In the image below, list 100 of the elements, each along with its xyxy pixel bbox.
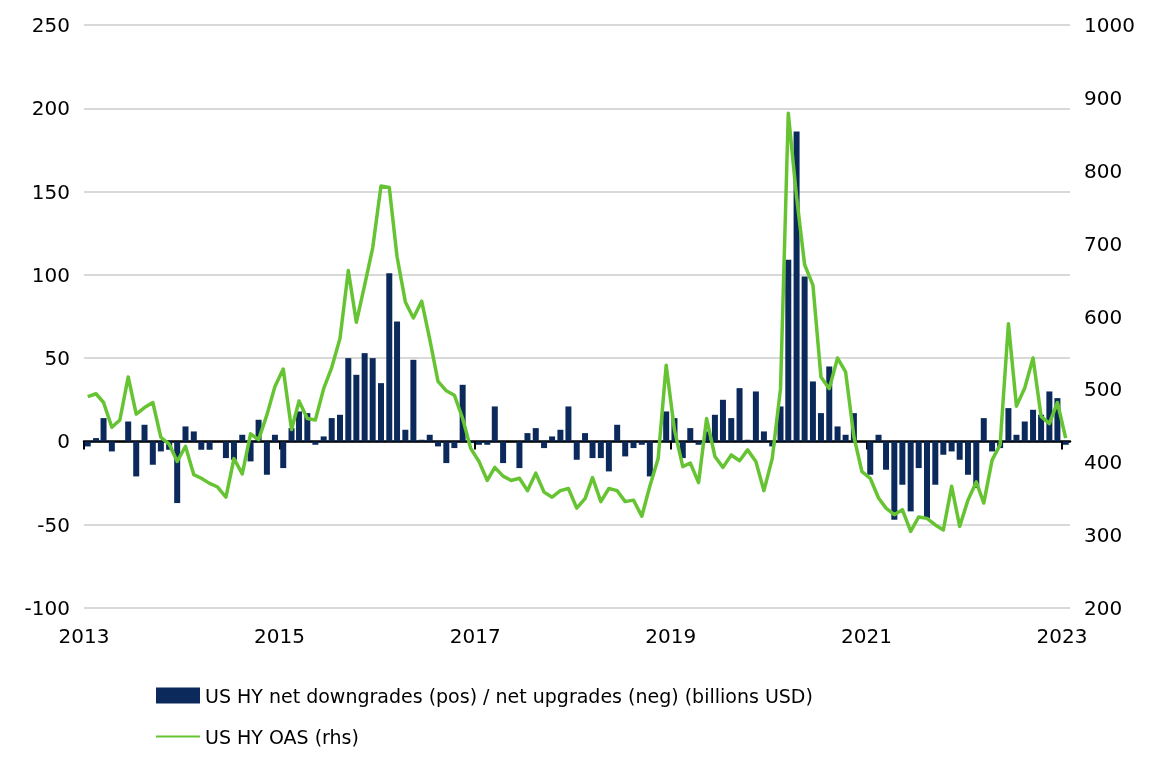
bar: [271, 434, 278, 442]
bar: [345, 358, 352, 442]
bar: [557, 429, 564, 442]
legend-label: US HY OAS (rhs): [205, 725, 359, 748]
bar: [549, 436, 556, 442]
x-tick-label: 2017: [449, 624, 501, 648]
bar: [565, 406, 572, 442]
bar: [328, 418, 335, 442]
bar: [426, 434, 433, 442]
bar: [93, 438, 100, 442]
bar: [899, 441, 906, 485]
bar: [980, 418, 987, 442]
bar: [475, 441, 482, 445]
y2-tick-label: 500: [1084, 377, 1123, 402]
x-tick-label: 2015: [254, 624, 305, 648]
bar: [752, 391, 759, 442]
bar: [867, 441, 874, 475]
bar: [108, 441, 115, 452]
bar: [614, 424, 621, 442]
bar: [1062, 441, 1069, 445]
bar: [377, 383, 384, 442]
bar: [891, 441, 898, 520]
bar: [206, 441, 213, 450]
bar: [369, 358, 376, 442]
bar: [402, 429, 409, 442]
bar: [760, 431, 767, 442]
bar: [989, 441, 996, 452]
bar: [924, 441, 930, 519]
y-tick-label: -100: [24, 596, 70, 620]
bar: [451, 441, 458, 449]
bar: [834, 426, 841, 442]
bar: [263, 441, 270, 475]
bar: [605, 441, 612, 472]
bar: [394, 321, 401, 442]
bar: [230, 441, 237, 460]
bar: [589, 441, 596, 459]
y-tick-label: 250: [31, 13, 70, 37]
bar: [932, 441, 939, 485]
bar: [907, 441, 914, 512]
bar: [443, 441, 450, 464]
bar: [386, 273, 393, 442]
bar: [940, 441, 947, 455]
bar: [817, 413, 824, 442]
y2-tick-label: 700: [1084, 231, 1123, 256]
y2-tick-label: 600: [1084, 304, 1123, 329]
y-tick-label: -50: [37, 512, 70, 537]
bar: [622, 441, 629, 457]
bar: [435, 441, 442, 447]
bar: [280, 441, 287, 469]
bar: [484, 441, 491, 445]
y-tick-label: 150: [31, 179, 70, 204]
bar: [875, 434, 882, 442]
y2-tick-label: 300: [1084, 523, 1123, 548]
bar: [541, 441, 548, 449]
y-tick-label: 0: [57, 429, 70, 454]
bar: [948, 441, 955, 452]
bar: [353, 374, 360, 442]
x-tick-label: 2023: [1036, 624, 1088, 648]
bar: [964, 441, 971, 475]
bar: [597, 441, 604, 459]
bar: [582, 433, 589, 442]
x-tick-label: 2021: [841, 624, 892, 648]
bar: [532, 428, 539, 442]
x-tick-label: 2013: [58, 624, 110, 648]
y-tick-label: 50: [44, 346, 70, 371]
bar: [198, 441, 205, 450]
line-series: [86, 111, 1068, 534]
bar: [222, 441, 229, 459]
bar: [1005, 408, 1012, 442]
bar: [149, 441, 156, 465]
bar: [736, 388, 743, 442]
bar: [663, 411, 670, 442]
bar: [646, 441, 653, 477]
bar: [573, 441, 580, 460]
bar: [1030, 409, 1037, 442]
bar: [630, 441, 637, 449]
bar: [809, 381, 816, 442]
bar: [711, 414, 718, 442]
bar: [1021, 421, 1028, 442]
bar: [100, 418, 107, 442]
bar: [312, 441, 319, 445]
y-tick-label: 100: [31, 262, 70, 287]
bar: [125, 421, 132, 442]
bar: [883, 441, 890, 470]
bar: [516, 441, 523, 469]
bar: [239, 434, 246, 442]
bar: [956, 441, 963, 460]
bar: [84, 441, 91, 447]
y2-tick-label: 800: [1084, 158, 1123, 183]
bar: [695, 441, 702, 445]
y2-tick-label: 1000: [1084, 13, 1135, 37]
bar: [719, 399, 726, 442]
bar: [190, 431, 197, 442]
bar: [410, 359, 417, 442]
bar: [638, 441, 645, 445]
bar: [524, 433, 531, 442]
bar: [728, 418, 735, 442]
bar: [842, 434, 849, 442]
bar: [141, 424, 148, 442]
bar: [491, 406, 498, 442]
